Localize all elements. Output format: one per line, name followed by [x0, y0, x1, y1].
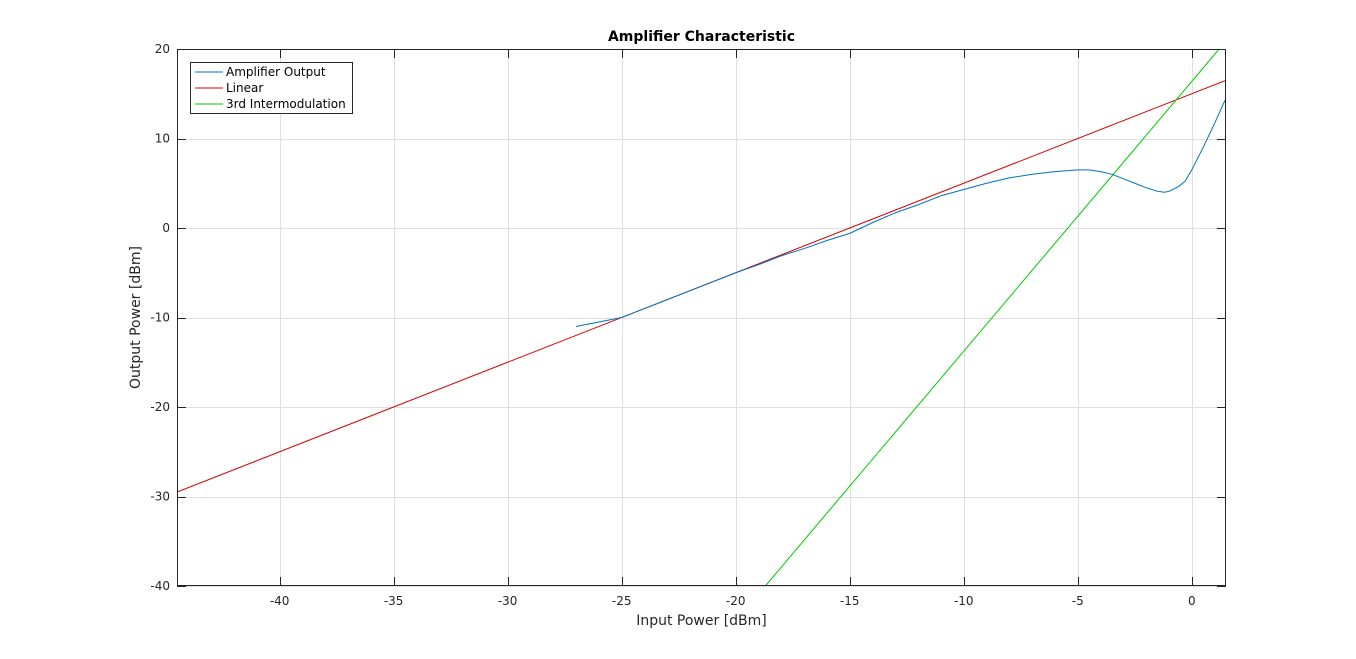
plot-area	[177, 49, 1226, 586]
y-tick-label: 0	[162, 221, 170, 235]
y-tick-label: -30	[150, 490, 170, 504]
plot-frame	[177, 49, 1226, 586]
y-tick-label: -40	[150, 579, 170, 593]
y-tick-label: 10	[155, 132, 170, 146]
x-tick-label: -40	[270, 594, 290, 608]
chart-title: Amplifier Characteristic	[608, 29, 795, 45]
series-line-1	[575, 98, 1226, 327]
legend-label: Linear	[226, 81, 263, 95]
y-axis-label: Output Power [dBm]	[128, 246, 144, 389]
x-tick-label: -25	[612, 594, 632, 608]
legend-label: 3rd Intermodulation	[226, 97, 346, 111]
x-tick-label: 0	[1188, 594, 1196, 608]
x-tick-label: -35	[384, 594, 404, 608]
legend: Amplifier Output Linear 3rd Intermodulatio…	[190, 62, 353, 114]
y-tick-label: -20	[150, 400, 170, 414]
y-tick-label: 20	[155, 42, 170, 56]
y-tick-label: -10	[150, 311, 170, 325]
x-tick-label: -20	[726, 594, 746, 608]
x-tick-label: -10	[954, 594, 974, 608]
x-axis-label: Input Power [dBm]	[636, 613, 767, 629]
legend-label: Amplifier Output	[226, 65, 326, 79]
x-tick-label: -5	[1072, 594, 1084, 608]
series-group	[177, 49, 1226, 586]
x-tick-label: -30	[498, 594, 518, 608]
x-tick-label: -15	[840, 594, 860, 608]
ticks: -40 -35 -30 -25 -20 -15 -10 -5 0 -40 -30 -20 -10 0 10 2…	[150, 42, 1226, 608]
series-line-3	[764, 49, 1220, 586]
